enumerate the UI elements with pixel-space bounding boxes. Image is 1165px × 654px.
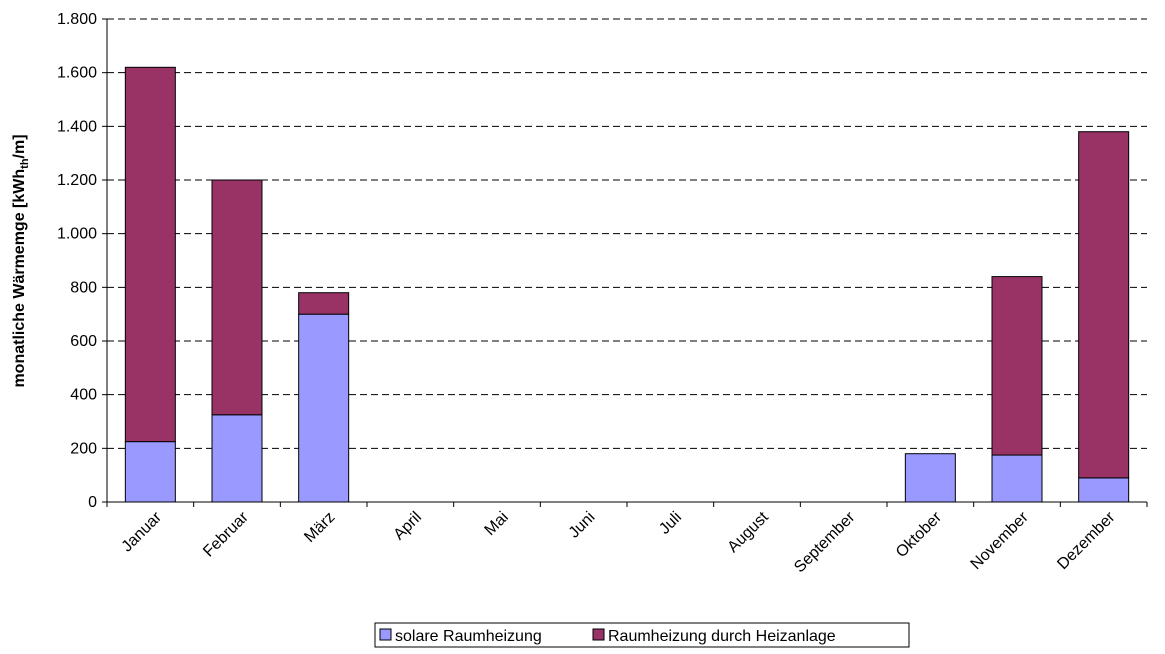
x-tick-label: Mai	[482, 509, 512, 539]
y-tick-label: 1.400	[57, 118, 97, 135]
grid-lines	[107, 18, 1147, 449]
x-tick-label: März	[301, 509, 338, 546]
legend: solare Raumheizung Raumheizung durch Heiz…	[374, 622, 910, 648]
y-axis-label-tail: /m]	[11, 134, 28, 158]
y-axis-label: monatliche Wärmemge [kWhth/m]	[11, 134, 31, 387]
bars	[124, 66, 1130, 503]
x-tick-label: Dezember	[1054, 508, 1119, 573]
bar-segment-heizanlage	[298, 292, 350, 315]
axes	[102, 18, 1148, 507]
x-tick-label: April	[391, 509, 426, 544]
bar-segment-heizanlage	[124, 66, 176, 443]
y-axis-label-main: monatliche Wärmemge [kWh	[11, 169, 28, 388]
x-tick-label: Januar	[119, 508, 166, 555]
y-tick-label: 1.600	[57, 65, 97, 82]
y-tick-label: 400	[70, 387, 97, 404]
y-tick-labels: 0 200 400 600 800 1.000 1.200 1.400 1.600 1.800	[57, 11, 97, 511]
x-tick-label: Februar	[200, 508, 252, 560]
bar-segment-solar	[1078, 477, 1130, 503]
legend-swatch	[379, 628, 392, 641]
x-tick-label: Oktober	[893, 508, 946, 561]
x-tick-label: September	[791, 508, 859, 576]
x-tick-label: Juli	[656, 509, 685, 538]
x-tick-label: November	[968, 508, 1033, 573]
bar-segment-solar	[904, 453, 956, 503]
bar-segment-solar	[124, 441, 176, 503]
legend-box	[374, 622, 910, 648]
x-tick-label: Juni	[566, 509, 599, 542]
y-tick-label: 1.000	[57, 226, 97, 243]
legend-label: solare Raumheizung	[395, 628, 542, 645]
y-tick-label: 1.200	[57, 172, 97, 189]
legend-swatch	[592, 628, 605, 641]
y-tick-label: 1.800	[57, 11, 97, 28]
y-tick-label: 600	[70, 333, 97, 350]
bar-segment-heizanlage	[991, 276, 1043, 456]
bar-segment-solar	[211, 414, 263, 503]
y-tick-label: 800	[70, 279, 97, 296]
y-tick-label: 200	[70, 440, 97, 457]
legend-label: Raumheizung durch Heizanlage	[608, 628, 836, 645]
y-axis-label-sub: th	[19, 158, 31, 169]
bar-segment-solar	[298, 313, 350, 503]
bar-segment-solar	[991, 454, 1043, 503]
y-tick-label: 0	[88, 494, 97, 511]
bar-segment-heizanlage	[211, 179, 263, 416]
x-tick-labels: Januar Februar März April Mai Juni Juli August S…	[119, 508, 1119, 576]
bar-segment-heizanlage	[1078, 131, 1130, 479]
x-tick-label: August	[725, 508, 773, 556]
